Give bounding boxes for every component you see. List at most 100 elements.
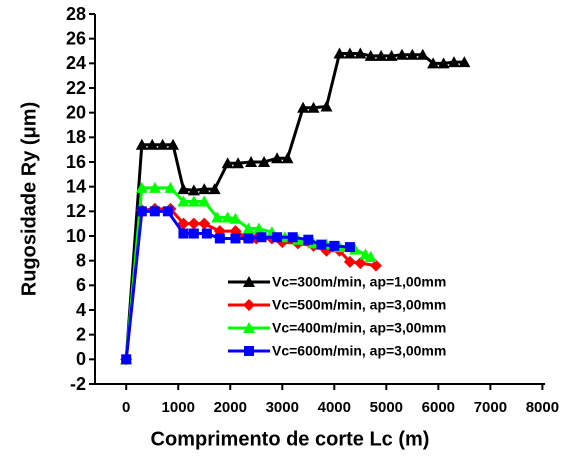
- marker: [329, 240, 340, 251]
- marker: [364, 250, 377, 262]
- legend-marker: [243, 299, 255, 311]
- marker: [385, 49, 398, 61]
- y-tick-label: 10: [66, 226, 86, 246]
- marker: [201, 228, 212, 239]
- marker: [343, 47, 356, 59]
- y-tick-label: 8: [76, 250, 86, 270]
- legend-marker: [243, 276, 255, 287]
- marker: [364, 49, 377, 61]
- marker: [242, 222, 255, 234]
- marker: [198, 195, 211, 207]
- marker: [303, 234, 314, 245]
- marker: [146, 138, 159, 150]
- marker: [178, 228, 189, 239]
- marker: [406, 48, 419, 60]
- marker: [148, 181, 161, 193]
- y-tick-label: 20: [66, 102, 86, 122]
- marker: [214, 233, 225, 244]
- marker: [354, 257, 367, 270]
- series-line: [124, 51, 465, 360]
- marker: [297, 101, 310, 113]
- x-tick-label: 0: [122, 399, 130, 416]
- marker: [164, 181, 177, 193]
- marker: [369, 259, 382, 272]
- marker: [135, 138, 148, 150]
- marker: [177, 183, 190, 195]
- marker: [177, 195, 190, 207]
- y-tick-label: 24: [66, 53, 86, 73]
- y-tick-label: 14: [66, 176, 86, 196]
- y-tick-label: 26: [66, 28, 86, 48]
- x-tick-label: 2000: [214, 399, 247, 416]
- marker: [320, 100, 333, 112]
- marker: [136, 206, 147, 217]
- marker: [271, 152, 284, 164]
- y-tick-label: 2: [76, 324, 86, 344]
- marker: [344, 242, 355, 253]
- marker: [135, 181, 148, 193]
- legend-label: Vc=600m/min, ap=3,00mm: [272, 343, 446, 359]
- y-tick-label: 16: [66, 152, 86, 172]
- marker: [230, 233, 241, 244]
- marker: [281, 152, 294, 164]
- marker: [198, 183, 211, 195]
- x-axis-label: Comprimento de corte Lc (m): [151, 428, 430, 450]
- x-tick-label: 5000: [370, 399, 403, 416]
- marker: [343, 255, 356, 268]
- marker: [258, 156, 271, 167]
- x-tick-label: 3000: [266, 399, 299, 416]
- marker: [211, 211, 224, 223]
- marker: [447, 56, 460, 68]
- marker: [272, 232, 283, 243]
- marker: [316, 239, 327, 250]
- marker: [256, 232, 267, 243]
- marker: [167, 138, 180, 150]
- marker: [221, 211, 234, 223]
- marker: [187, 184, 200, 196]
- marker: [307, 101, 320, 113]
- y-tick-label: 12: [66, 201, 86, 221]
- marker: [395, 48, 408, 60]
- y-tick-label: 0: [76, 349, 86, 369]
- marker: [198, 217, 211, 230]
- marker: [245, 156, 258, 167]
- marker: [121, 354, 132, 365]
- x-tick-label: 4000: [318, 399, 351, 416]
- y-tick-label: -2: [70, 374, 86, 394]
- x-tick-label: 8000: [526, 399, 559, 416]
- marker: [375, 49, 388, 61]
- marker: [232, 157, 245, 169]
- marker: [187, 195, 200, 207]
- marker: [287, 232, 298, 243]
- x-tick-label: 6000: [422, 399, 455, 416]
- marker: [229, 212, 242, 224]
- marker: [333, 47, 346, 59]
- marker: [188, 228, 199, 239]
- marker: [187, 217, 200, 230]
- y-tick-label: 22: [66, 78, 86, 98]
- x-tick-label: 7000: [474, 399, 507, 416]
- legend-marker: [244, 346, 254, 356]
- y-tick-label: 28: [66, 4, 86, 24]
- marker: [416, 48, 429, 60]
- marker: [156, 138, 169, 150]
- marker: [427, 57, 440, 69]
- legend-marker: [243, 322, 255, 333]
- marker: [208, 183, 221, 195]
- y-tick-label: 4: [76, 300, 86, 320]
- legend-label: Vc=300m/min, ap=1,00mm: [272, 274, 446, 290]
- y-tick-label: 6: [76, 275, 86, 295]
- marker: [243, 233, 254, 244]
- marker: [221, 157, 234, 169]
- x-tick-label: 1000: [162, 399, 195, 416]
- y-axis-label: Rugosidade Ry (μm): [18, 102, 40, 296]
- marker: [162, 206, 173, 217]
- legend-label: Vc=500m/min, ap=3,00mm: [272, 297, 446, 313]
- marker: [149, 206, 160, 217]
- y-tick-label: 18: [66, 127, 86, 147]
- marker: [354, 47, 367, 59]
- legend-label: Vc=400m/min, ap=3,00mm: [272, 320, 446, 336]
- marker: [252, 222, 265, 234]
- marker: [458, 56, 471, 68]
